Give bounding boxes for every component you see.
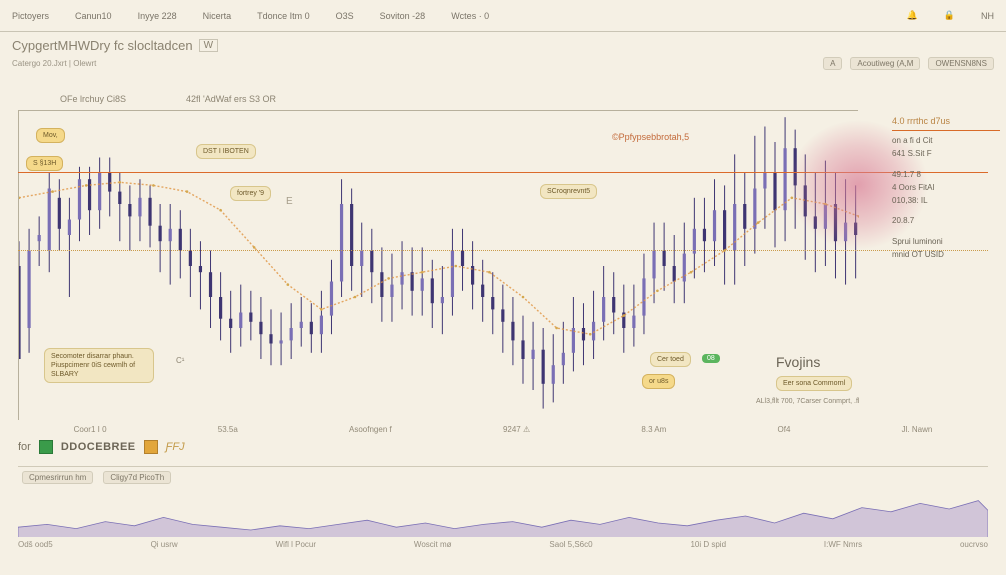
- right-panel-header: 4.0 rrrthc d7us: [892, 114, 1000, 131]
- anno-cer: Cer toed: [650, 352, 691, 367]
- subbar-btn1[interactable]: Acoutiweg (A,M: [850, 57, 920, 70]
- tab-5[interactable]: O3S: [336, 11, 354, 21]
- lx-0: Odš ood5: [18, 540, 53, 549]
- rp-4: 010,38: IL: [892, 195, 1000, 208]
- rp-2: 49.1.7 8: [892, 169, 1000, 182]
- tab-3[interactable]: Nicerta: [203, 11, 232, 21]
- xa-4: 8.3 Am: [641, 425, 666, 434]
- sub-bar: Catergo 20.Jxrt | Olewrt A Acoutiweg (A,…: [0, 55, 1006, 74]
- lx-2: Wifl l Pocur: [276, 540, 316, 549]
- anno-fv: Fvojins: [776, 354, 820, 370]
- anno-dst: DST I IBOTEN: [196, 144, 256, 159]
- footer-brand: for DDOCEBREE ƑFJ: [18, 440, 988, 454]
- logo-icon: [39, 440, 53, 454]
- rp-3: 4 Oors FitAl: [892, 182, 1000, 195]
- rp-0: on a fi d Cit: [892, 135, 1000, 148]
- tab-4[interactable]: Tdonce Itm 0: [257, 11, 310, 21]
- lx-7: oucrvso: [960, 540, 988, 549]
- anno-fort: fortrey '9: [230, 186, 271, 201]
- lx-3: Woscit mø: [414, 540, 452, 549]
- title-bar: CypgertMHWDry fc slocltadcen W: [0, 32, 1006, 55]
- right-panel: 4.0 rrrthc d7us on a fi d Cit 641 S.Sit …: [886, 110, 1006, 420]
- subbar-tiny[interactable]: A: [823, 57, 842, 70]
- green-badge: 08: [702, 354, 720, 363]
- footer-suf: ƑFJ: [166, 441, 185, 453]
- legend: OFe lrchuy Ci8S 42fl 'AdWaf ers S3 OR: [60, 94, 276, 104]
- xa-0: Coor1 I 0: [74, 425, 107, 434]
- footer-brand-text: DDOCEBREE: [61, 441, 136, 453]
- xa-6: Jl. Nawn: [902, 425, 933, 434]
- legend-a: OFe lrchuy Ci8S: [60, 94, 126, 104]
- lx-1: Qi usrw: [151, 540, 178, 549]
- main-xaxis: Coor1 I 0 53.5a Asoofngen f 9247 ⚠ 8.3 A…: [18, 425, 988, 434]
- xa-1: 53.5a: [218, 425, 238, 434]
- symbol-title: CypgertMHWDry fc slocltadcen: [12, 38, 193, 53]
- rp-1: 641 S.Sit F: [892, 148, 1000, 161]
- subbar-left: Catergo 20.Jxrt | Olewrt: [12, 59, 96, 68]
- lx-5: 10i D spid: [690, 540, 726, 549]
- anno-or: or u8s: [642, 374, 675, 389]
- xa-3: 9247 ⚠: [503, 425, 530, 434]
- anno-s: S §13H: [26, 156, 63, 171]
- rp-5: 20.8.7: [892, 215, 1000, 228]
- tab-6[interactable]: Soviton -28: [380, 11, 426, 21]
- anno-e: E: [286, 196, 293, 207]
- top-nav: Pictoyers Canun10 Inyye 228 Nicerta Tdon…: [0, 0, 1006, 32]
- tab-1[interactable]: Canun10: [75, 11, 112, 21]
- lock-icon[interactable]: 🔒: [944, 10, 955, 21]
- tab-0[interactable]: Pictoyers: [12, 11, 49, 21]
- lower-lbl-0: Cpmesrirrun hm: [22, 471, 93, 484]
- lx-4: Saol 5,S6c0: [549, 540, 592, 549]
- top-right: NH: [981, 11, 994, 21]
- tab-7[interactable]: Wctes · 0: [451, 11, 489, 21]
- xa-2: Asoofngen f: [349, 425, 392, 434]
- footer-pre: for: [18, 441, 31, 453]
- anno-fvnum: ALl3,fllt 700, 7Carser Conmprt, .fl: [756, 398, 860, 405]
- lx-6: I:WF Nmrs: [824, 540, 862, 549]
- lower-xaxis: Odš ood5 Qi usrw Wifl l Pocur Woscit mø …: [18, 540, 988, 549]
- rp-7: mnid OT USID: [892, 249, 1000, 262]
- bell-icon[interactable]: 🔔: [907, 10, 918, 21]
- anno-note: Secomoter disarrar phaun. Piuspcimenr 0i…: [44, 348, 154, 383]
- subbar-btn2[interactable]: OWENSN8NS: [928, 57, 994, 70]
- lower-lbl-1: Cligy7d PicoTh: [103, 471, 171, 484]
- timeframe[interactable]: W: [199, 39, 218, 52]
- legend-b: 42fl 'AdWaf ers S3 OR: [186, 94, 276, 104]
- anno-pp: ©Ppfypsebbrotah,5: [612, 132, 689, 142]
- anno-c: C¹: [176, 356, 184, 365]
- lower-chart[interactable]: Cpmesrirrun hm Cligy7d PicoTh: [18, 466, 988, 536]
- tab-2[interactable]: Inyye 228: [138, 11, 177, 21]
- anno-fvsub: Eer sona Commornl: [776, 376, 852, 391]
- anno-scrg: SCroqnrevnt5: [540, 184, 597, 199]
- xa-5: Of4: [778, 425, 791, 434]
- rp-6: Sprui luminoni: [892, 236, 1000, 249]
- mid-line: [18, 250, 988, 251]
- logo2-icon: [144, 440, 158, 454]
- anno-mov: Mov,: [36, 128, 65, 143]
